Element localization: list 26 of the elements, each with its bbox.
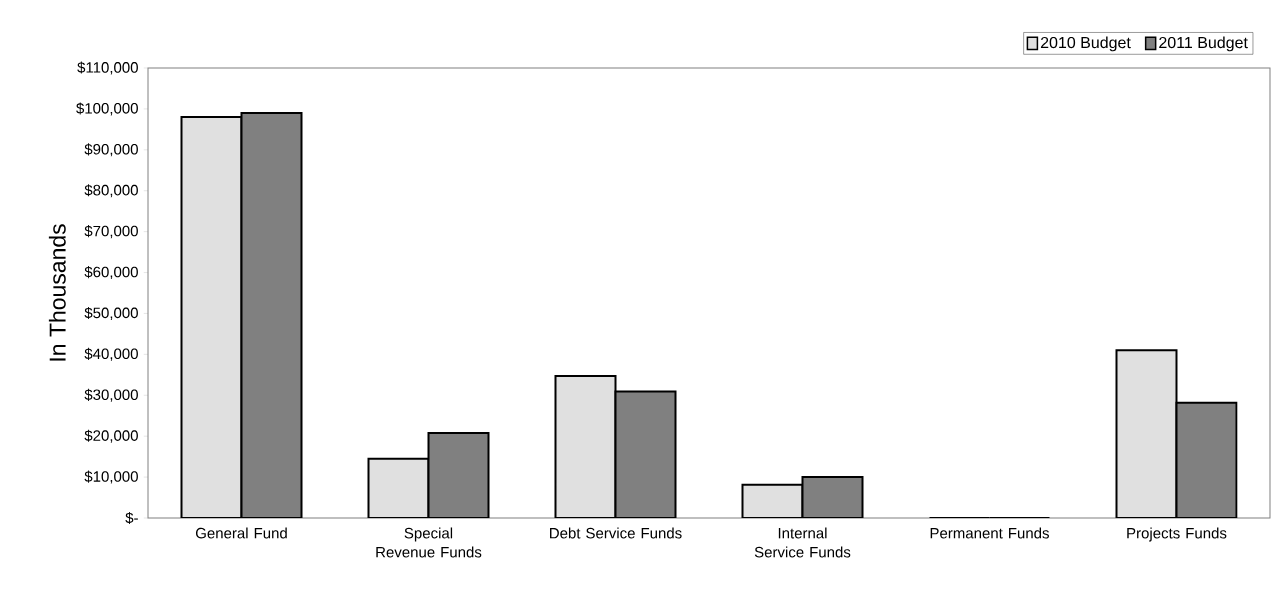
- x-tick-label: General Fund: [195, 527, 287, 539]
- bar: [181, 117, 242, 518]
- bar: [367, 457, 430, 518]
- x-tick-label: Debt Service Funds: [550, 527, 682, 539]
- legend-label: 2011 Budget: [1159, 36, 1248, 52]
- x-tick-label: Permanent Funds: [930, 527, 1049, 539]
- x-tick-label: Internal Service Funds: [754, 527, 851, 558]
- legend-label: 2010 Budget: [1040, 36, 1131, 52]
- bar: [1115, 349, 1178, 518]
- y-tick-label: $50,000: [84, 306, 138, 320]
- y-axis-title: In Thousands: [48, 224, 66, 361]
- y-tick-label: $60,000: [84, 266, 138, 280]
- y-tick-label: $110,000: [77, 61, 138, 75]
- bar: [554, 375, 617, 518]
- y-tick-label: $-: [125, 511, 138, 525]
- y-tick-label: $20,000: [84, 429, 138, 443]
- y-tick-label: $70,000: [84, 225, 138, 239]
- bar: [741, 483, 804, 518]
- y-tick-label: $90,000: [84, 143, 138, 157]
- y-tick-label: $10,000: [84, 470, 138, 484]
- y-tick-label: $30,000: [84, 388, 138, 402]
- y-tick-label: $100,000: [76, 102, 138, 116]
- x-tick-label: Special Revenue Funds: [376, 527, 482, 558]
- y-tick-label: $40,000: [84, 347, 138, 361]
- x-tick-label: Projects Funds: [1127, 527, 1227, 542]
- y-tick-label: $80,000: [84, 184, 138, 198]
